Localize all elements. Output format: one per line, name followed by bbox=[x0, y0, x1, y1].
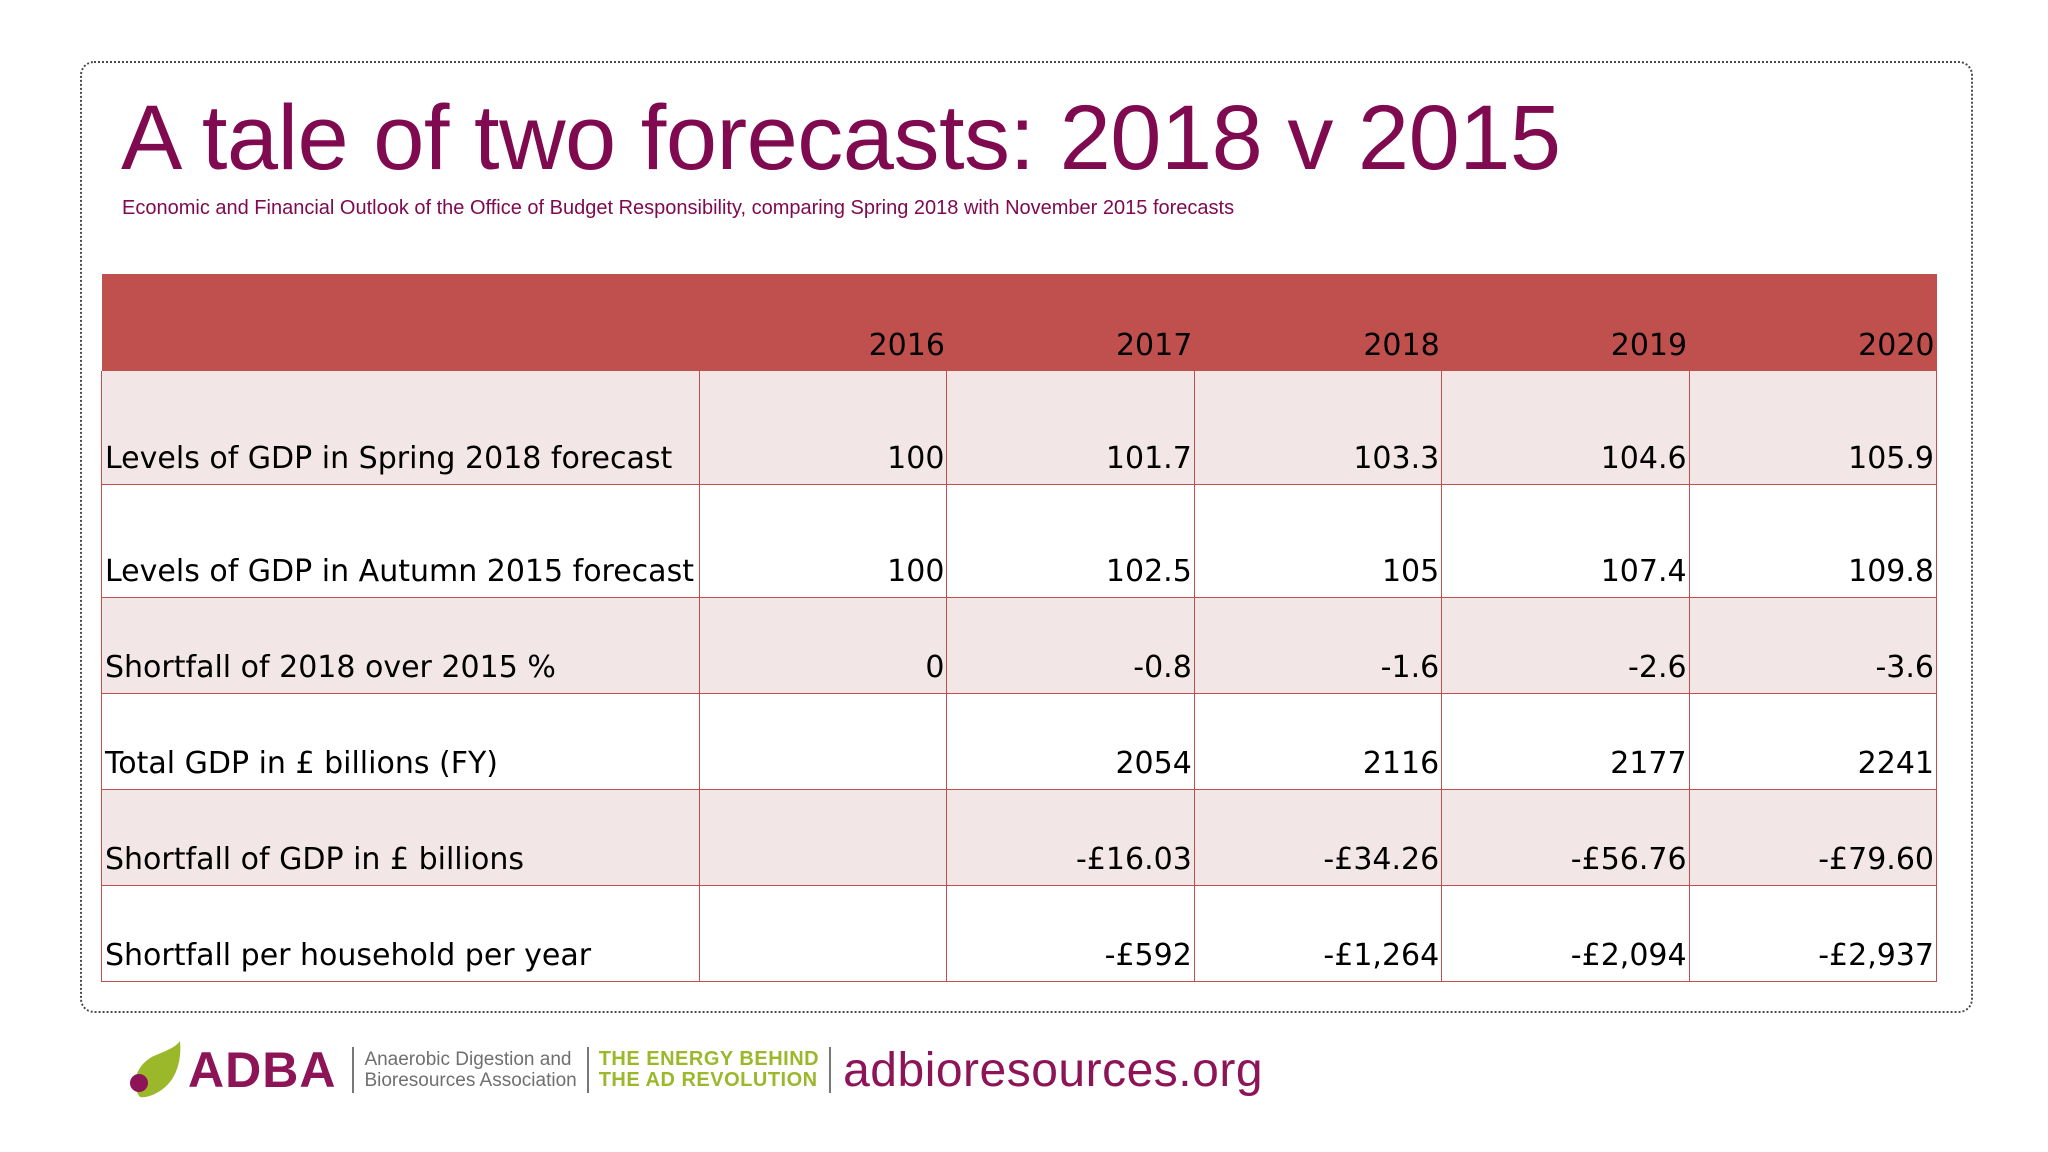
table-cell: -£56.76 bbox=[1441, 789, 1690, 886]
table-cell: 2054 bbox=[946, 693, 1195, 790]
logo-wordmark: ADBA bbox=[188, 1042, 337, 1098]
table-cell: -2.6 bbox=[1441, 597, 1690, 694]
table-row: Levels of GDP in Spring 2018 forecast 10… bbox=[100, 371, 1938, 485]
table-cell: 102.5 bbox=[946, 484, 1195, 598]
slide-title: A tale of two forecasts: 2018 v 2015 bbox=[121, 87, 1561, 189]
footer-separator bbox=[586, 1047, 589, 1093]
table-cell: 100 bbox=[699, 484, 948, 598]
slide-frame bbox=[80, 61, 1973, 1013]
table-cell: 100 bbox=[699, 371, 948, 485]
header-label-cell bbox=[102, 274, 700, 371]
header-year-2017: 2017 bbox=[1115, 328, 1193, 363]
table-cell: -£1,264 bbox=[1193, 885, 1443, 982]
header-year-2018: 2018 bbox=[1363, 328, 1440, 363]
table-cell: 2241 bbox=[1688, 693, 1938, 790]
row-label: Levels of GDP in Spring 2018 forecast bbox=[100, 371, 701, 485]
association-line: Anaerobic Digestion and bbox=[364, 1049, 572, 1070]
table-row: Shortfall per household per year -£592 -… bbox=[100, 885, 1938, 982]
table-cell: -£592 bbox=[946, 885, 1195, 982]
table-cell: -1.6 bbox=[1193, 597, 1443, 694]
table-cell: 109.8 bbox=[1688, 484, 1938, 598]
table-cell: 105 bbox=[1193, 484, 1443, 598]
forecast-table: 2016 2017 2018 2019 2020 Levels of GDP i… bbox=[100, 274, 1938, 982]
table-cell: -£2,094 bbox=[1441, 885, 1690, 982]
tagline-line: THE ENERGY BEHIND bbox=[598, 1048, 820, 1070]
table-cell: -0.8 bbox=[946, 597, 1195, 694]
table-cell: 105.9 bbox=[1688, 371, 1938, 485]
table-cell: -£16.03 bbox=[946, 789, 1195, 886]
header-year-2016: 2016 bbox=[868, 328, 945, 363]
table-cell: -3.6 bbox=[1688, 597, 1938, 694]
row-label: Shortfall of GDP in £ billions bbox=[100, 789, 701, 886]
association-name: Anaerobic Digestion and Bioresources Ass… bbox=[364, 1049, 576, 1091]
footer-branding: ADBA Anaerobic Digestion and Bioresource… bbox=[126, 1035, 1263, 1105]
table-row: Shortfall of 2018 over 2015 % 0 -0.8 -1.… bbox=[100, 597, 1938, 694]
leaf-icon bbox=[130, 1041, 181, 1098]
table-cell: -£2,937 bbox=[1688, 885, 1938, 982]
table-cell bbox=[699, 693, 948, 790]
table-cell: 0 bbox=[699, 597, 948, 694]
row-label: Shortfall per household per year bbox=[100, 885, 701, 982]
table-cell: 104.6 bbox=[1441, 371, 1690, 485]
table-cell bbox=[699, 885, 948, 982]
footer-separator bbox=[829, 1047, 832, 1093]
table-row: Shortfall of GDP in £ billions -£16.03 -… bbox=[100, 789, 1938, 886]
table-cell: -£34.26 bbox=[1193, 789, 1443, 886]
header-year-2020: 2020 bbox=[1858, 328, 1935, 363]
table-cell: 2116 bbox=[1193, 693, 1443, 790]
table-cell: 101.7 bbox=[946, 371, 1195, 485]
tagline: THE ENERGY BEHIND THE AD REVOLUTION bbox=[599, 1049, 819, 1091]
row-label: Total GDP in £ billions (FY) bbox=[100, 693, 701, 790]
table-row: Levels of GDP in Autumn 2015 forecast 10… bbox=[100, 484, 1938, 598]
header-year-2019: 2019 bbox=[1610, 328, 1688, 363]
row-label: Levels of GDP in Autumn 2015 forecast bbox=[100, 484, 701, 598]
slide-subtitle: Economic and Financial Outlook of the Of… bbox=[122, 197, 1235, 219]
table-cell: 107.4 bbox=[1441, 484, 1690, 598]
tagline-line: THE AD REVOLUTION bbox=[598, 1069, 818, 1091]
website-link[interactable]: adbioresources.org bbox=[843, 1043, 1264, 1097]
footer-separator bbox=[352, 1047, 355, 1093]
table-cell: 2177 bbox=[1441, 693, 1690, 790]
table-cell: -£79.60 bbox=[1688, 789, 1938, 886]
table-cell: 103.3 bbox=[1193, 371, 1443, 485]
association-line: Bioresources Association bbox=[364, 1070, 577, 1091]
table-cell bbox=[699, 789, 948, 886]
table-row: Total GDP in £ billions (FY) 2054 2116 2… bbox=[100, 693, 1938, 790]
table-header-row: 2016 2017 2018 2019 2020 bbox=[101, 274, 1937, 371]
row-label: Shortfall of 2018 over 2015 % bbox=[100, 597, 701, 694]
